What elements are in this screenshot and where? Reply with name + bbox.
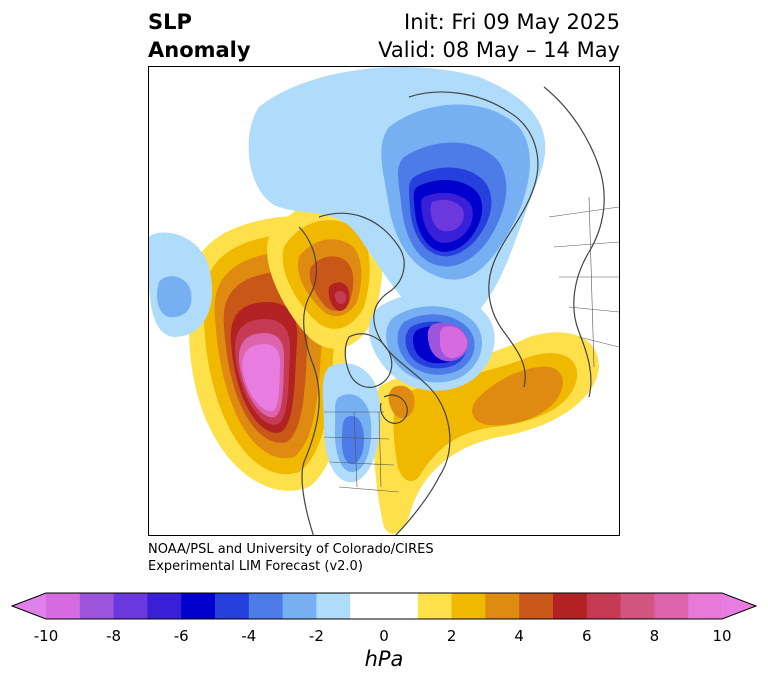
- colorbar-outline: [10, 592, 758, 620]
- colorbar-tick-label: -10: [33, 627, 59, 645]
- colorbar-segment: [654, 593, 689, 619]
- credit-line-2: Experimental LIM Forecast (v2.0): [148, 559, 363, 574]
- negative-anomaly-us-west: [322, 363, 381, 483]
- forecast-dates: Init: Fri 09 May 2025 Valid: 08 May – 14…: [378, 8, 620, 64]
- colorbar: [10, 592, 758, 620]
- coastlines: [298, 86, 605, 535]
- colorbar-segment: [147, 593, 182, 619]
- colorbar-segment: [215, 593, 250, 619]
- colorbar-tick-label: 8: [649, 627, 660, 645]
- colorbar-under-arrow: [12, 593, 46, 619]
- colorbar-segments: [46, 593, 723, 619]
- colorbar-tick-label: 4: [514, 627, 524, 645]
- boundaries: [323, 196, 619, 493]
- colorbar-segment: [113, 593, 148, 619]
- colorbar-tick-label: 0: [379, 627, 389, 645]
- colorbar-tick-label: -6: [173, 627, 189, 645]
- colorbar-over-arrow: [722, 593, 756, 619]
- map-panel: [148, 66, 620, 536]
- colorbar-tick-labels: -10 -8 -6 -4 -2 0 2 4 6 8 10: [0, 627, 768, 647]
- colorbar-segment: [46, 593, 81, 619]
- negative-anomaly-alaska: [149, 232, 213, 337]
- colorbar-tick-label: -8: [106, 627, 122, 645]
- colorbar-segment: [485, 593, 520, 619]
- positive-anomaly-canada: [267, 198, 383, 349]
- colorbar-segment: [620, 593, 655, 619]
- init-date: Init: Fri 09 May 2025: [404, 10, 620, 34]
- colorbar-segment: [519, 593, 554, 619]
- colorbar-segment: [181, 593, 216, 619]
- colorbar-segment: [553, 593, 588, 619]
- colorbar-segment: [451, 593, 486, 619]
- colorbar-segment: [417, 593, 453, 619]
- colorbar-segment: [316, 593, 351, 619]
- colorbar-tick-label: 6: [582, 627, 592, 645]
- colorbar-segment: [384, 593, 419, 619]
- colorbar-segment: [282, 593, 317, 619]
- colorbar-segment: [79, 593, 115, 619]
- colorbar-tick-label: 2: [446, 627, 457, 645]
- valid-range: Valid: 08 May – 14 May: [378, 38, 620, 62]
- colorbar-unit: hPa: [364, 647, 404, 671]
- colorbar-tick-label: -2: [308, 627, 324, 645]
- negative-anomaly-greenland-sea: [368, 292, 495, 391]
- colorbar-segment: [248, 593, 284, 619]
- credit: NOAA/PSL and University of Colorado/CIRE…: [148, 541, 434, 575]
- colorbar-segment: [688, 593, 723, 619]
- title-line-1: SLP: [148, 10, 192, 34]
- colorbar-segment: [350, 593, 385, 619]
- map-title: SLP Anomaly: [148, 8, 251, 64]
- colorbar-segment: [586, 593, 622, 619]
- title-line-2: Anomaly: [148, 38, 251, 62]
- slp-anomaly-map: [149, 67, 619, 535]
- colorbar-tick-label: 10: [712, 627, 732, 645]
- negative-anomaly-arctic: [248, 67, 546, 332]
- colorbar-tick-label: -4: [241, 627, 257, 645]
- credit-line-1: NOAA/PSL and University of Colorado/CIRE…: [148, 542, 434, 557]
